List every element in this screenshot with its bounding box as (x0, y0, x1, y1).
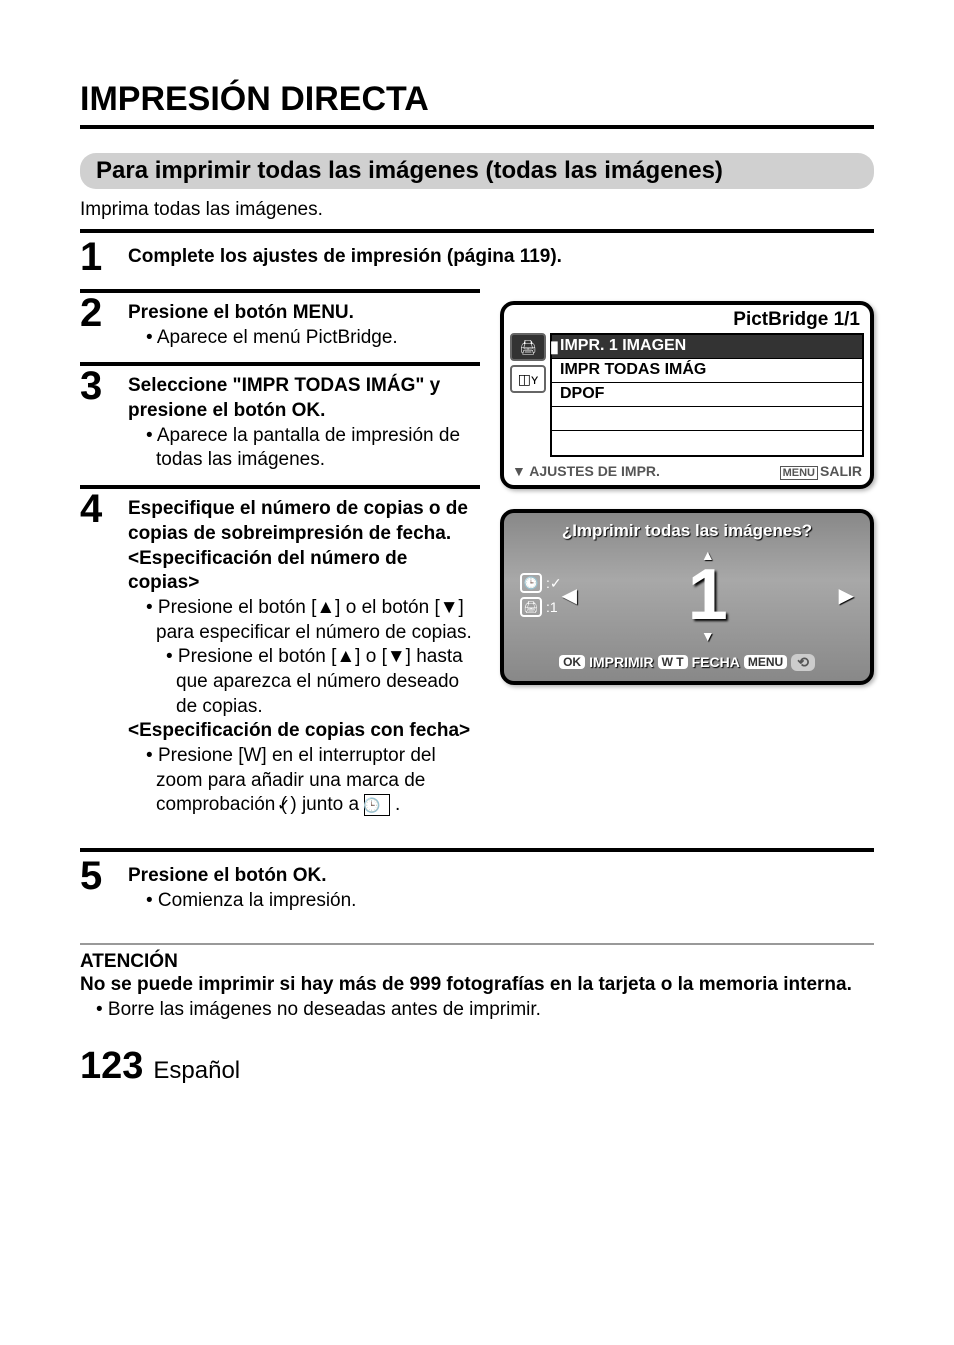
step-bullet: • Aparece el menú PictBridge. (146, 326, 480, 351)
step-number: 1 (80, 237, 114, 277)
step-bullet: • Presione [W] en el interruptor del zoo… (146, 744, 480, 818)
step-4: 4 Especifique el número de copias o de c… (80, 489, 480, 818)
back-icon: ⟲ (791, 654, 815, 671)
atencion-bullet: • Borre las imágenes no deseadas antes d… (96, 999, 874, 1021)
lcd-tab-print-icon: 🖨 (510, 333, 546, 361)
lcd-menu-item: IMPR. 1 IMAGEN (552, 335, 862, 359)
step-1: 1 Complete los ajustes de impresión (pág… (80, 237, 874, 277)
step-bullet: • Comienza la impresión. (146, 889, 874, 914)
step-bullet: • Aparece la pantalla de impresión de to… (146, 424, 480, 473)
print-count: :1 (546, 599, 558, 615)
print-icon: 🖨 (520, 597, 542, 617)
step-number: 3 (80, 366, 114, 406)
imprimir-label: IMPRIMIR (589, 654, 654, 670)
ok-badge: OK (559, 655, 585, 669)
step-heading: Presione el botón MENU. (128, 301, 480, 326)
step-number: 5 (80, 856, 114, 896)
step-subheading: <Especificación del número de copias> (128, 547, 480, 596)
lcd-copy-number: 1 (577, 563, 839, 628)
right-arrow-icon: ▶ (839, 583, 854, 608)
page-language: Español (153, 1057, 240, 1085)
down-arrow-icon: ▼ (577, 628, 839, 644)
step-number: 4 (80, 489, 114, 529)
atencion-text: No se puede imprimir si hay más de 999 f… (80, 973, 874, 997)
lcd-footer-left: ▼ AJUSTES DE IMPR. (512, 463, 660, 479)
step-3: 3 Seleccione "IMPR TODAS IMÁG" y presion… (80, 366, 480, 473)
step-bullet: • Presione el botón [▲] o el botón [▼] p… (146, 596, 480, 645)
left-arrow-icon: ◀ (562, 583, 577, 608)
clock-value: :✓ (546, 575, 562, 592)
rule (80, 848, 874, 852)
lcd-title: PictBridge 1/1 (504, 305, 870, 333)
page-footer: 123 Español (80, 1045, 874, 1088)
step-heading: Especifique el número de copias o de cop… (128, 497, 480, 546)
page-number: 123 (80, 1045, 143, 1088)
menu-badge: MENU (780, 466, 818, 480)
step-2: 2 Presione el botón MENU. • Aparece el m… (80, 293, 480, 350)
fecha-label: FECHA (692, 654, 740, 670)
lcd-tab-settings-icon: ◫ʏ (510, 365, 546, 393)
lcd-screen-pictbridge: PictBridge 1/1 🖨 ◫ʏ IMPR. 1 IMAGEN IMPR … (500, 301, 874, 489)
lcd-menu-list: IMPR. 1 IMAGEN IMPR TODAS IMÁG DPOF (550, 333, 864, 457)
bullet-text-post: ) junto a (290, 794, 359, 815)
atencion-title: ATENCIÓN (80, 951, 874, 973)
wt-badge: W T (658, 655, 688, 669)
light-rule (80, 943, 874, 945)
clock-icon: 🕒 (520, 573, 542, 593)
lcd-menu-item-empty (552, 431, 862, 455)
section-intro: Imprima todas las imágenes. (80, 199, 874, 221)
step-subheading: <Especificación de copias con fecha> (128, 719, 480, 744)
step-sub-bullet: • Presione el botón [▲] o [▼] hasta que … (166, 645, 480, 719)
menu-badge: MENU (744, 655, 787, 669)
step-heading: Presione el botón OK. (128, 864, 874, 889)
step-heading: Complete los ajustes de impresión (págin… (128, 245, 874, 270)
lcd-menu-item: IMPR TODAS IMÁG (552, 359, 862, 383)
step-heading: Seleccione "IMPR TODAS IMÁG" y presione … (128, 374, 480, 423)
lcd-footer-right: MENUSALIR (780, 463, 862, 479)
clock-icon-box: 🕒 (364, 794, 389, 816)
rule (80, 229, 874, 233)
lcd-menu-item-empty (552, 407, 862, 431)
lcd-question: ¿Imprimir todas las imágenes? (504, 513, 870, 543)
section-header: Para imprimir todas las imágenes (todas … (80, 153, 874, 189)
lcd-menu-item: DPOF (552, 383, 862, 407)
lcd-status-icons: 🕒:✓ 🖨:1 (520, 573, 562, 617)
step-number: 2 (80, 293, 114, 333)
lcd-screen-print-all: ¿Imprimir todas las imágenes? 🕒:✓ 🖨:1 ◀ … (500, 509, 874, 685)
step-5: 5 Presione el botón OK. • Comienza la im… (80, 856, 874, 913)
page-title: IMPRESIÓN DIRECTA (80, 80, 874, 129)
